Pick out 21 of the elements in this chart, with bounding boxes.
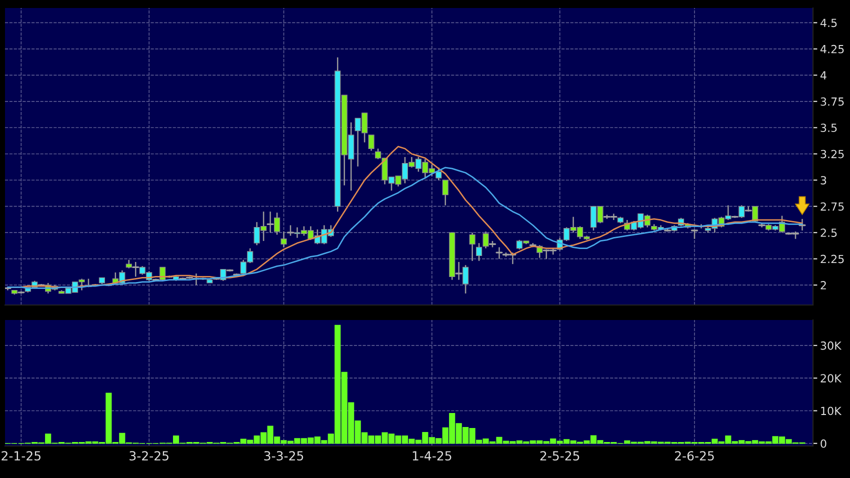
y-tick-label: 2.25 xyxy=(820,254,844,264)
y-tick-label: 3.75 xyxy=(820,97,844,106)
x-tick-label: 2-5-25 xyxy=(540,451,580,461)
y-tick-label: 3 xyxy=(820,176,826,184)
y-tick-label: 0 xyxy=(820,439,826,448)
y-tick-label: 4 xyxy=(820,71,826,80)
x-tick-label: 2-6-25 xyxy=(674,451,714,461)
y-tick-label: 4.25 xyxy=(820,44,844,54)
y-tick-label: 4.5 xyxy=(820,18,837,28)
y-tick-label: 30K xyxy=(820,341,842,350)
y-tick-label: 10K xyxy=(821,406,842,416)
y-tick-label: 2.5 xyxy=(820,228,837,237)
y-tick-label: 3.25 xyxy=(820,150,844,158)
x-tick-label: 1-4-25 xyxy=(412,451,452,461)
x-tick-label: 3-2-25 xyxy=(130,451,168,461)
y-tick-label: 2 xyxy=(820,281,826,290)
x-tick-label: 2-1-25 xyxy=(2,451,40,461)
y-tick-label: 20K xyxy=(820,374,842,382)
y-tick-label: 2.75 xyxy=(820,202,844,211)
y-tick-label: 3.5 xyxy=(820,124,837,132)
x-tick-label: 3-3-25 xyxy=(264,451,304,461)
